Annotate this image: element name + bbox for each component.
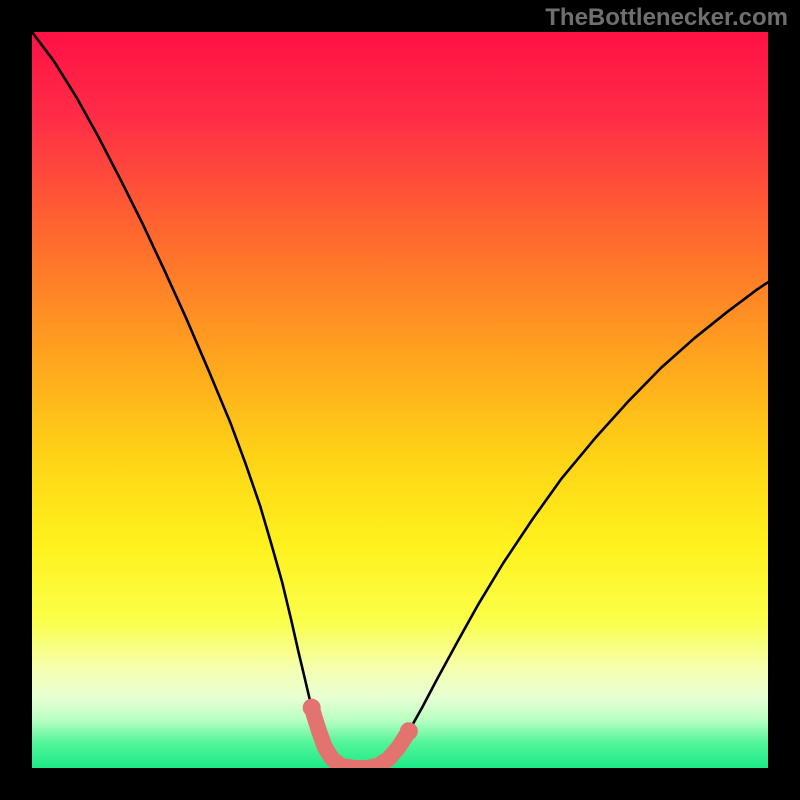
watermark-text: TheBottlenecker.com — [545, 4, 788, 32]
optimal-range-highlight — [32, 32, 768, 768]
plot-area — [32, 32, 768, 768]
stage: TheBottlenecker.com — [0, 0, 800, 800]
